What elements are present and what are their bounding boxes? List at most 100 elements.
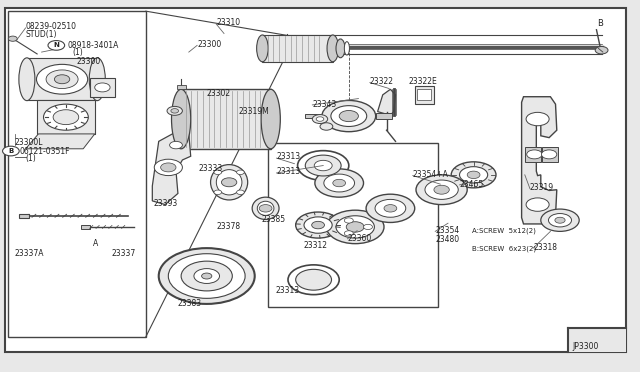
Circle shape: [541, 150, 557, 159]
Bar: [268, 143, 438, 307]
Circle shape: [316, 117, 324, 121]
Text: 23318: 23318: [533, 243, 557, 252]
Circle shape: [425, 180, 458, 199]
Circle shape: [237, 170, 244, 174]
Ellipse shape: [211, 165, 248, 200]
Circle shape: [44, 104, 88, 130]
Circle shape: [344, 218, 353, 223]
Circle shape: [53, 110, 79, 125]
Text: 23343: 23343: [312, 100, 337, 109]
Text: 08239-02510: 08239-02510: [26, 22, 77, 31]
Circle shape: [548, 214, 572, 227]
Ellipse shape: [252, 197, 279, 219]
Bar: [417, 89, 431, 100]
Circle shape: [304, 217, 332, 233]
Circle shape: [296, 269, 332, 290]
Text: 23319: 23319: [530, 183, 554, 192]
Text: 23465: 23465: [460, 180, 484, 189]
Circle shape: [214, 170, 221, 174]
Text: 06121-0351F: 06121-0351F: [19, 147, 70, 155]
Circle shape: [595, 46, 608, 54]
Text: JP3300: JP3300: [573, 342, 599, 351]
Text: B:SCREW  6x23(2): B:SCREW 6x23(2): [472, 246, 536, 253]
Bar: [181, 89, 271, 149]
Circle shape: [339, 110, 358, 122]
Circle shape: [3, 146, 19, 156]
Text: 23378: 23378: [216, 222, 241, 231]
Bar: [525, 147, 541, 162]
Circle shape: [170, 141, 182, 149]
Circle shape: [555, 217, 565, 223]
Circle shape: [336, 216, 374, 238]
Circle shape: [221, 178, 237, 187]
Polygon shape: [26, 134, 95, 149]
Ellipse shape: [19, 58, 35, 101]
Bar: [305, 114, 321, 118]
Ellipse shape: [172, 89, 191, 149]
Ellipse shape: [327, 35, 339, 62]
Bar: [376, 113, 392, 119]
Polygon shape: [152, 130, 191, 205]
Circle shape: [384, 205, 397, 212]
Circle shape: [375, 199, 406, 217]
Text: 23333: 23333: [198, 164, 223, 173]
Bar: [27, 58, 97, 100]
Circle shape: [324, 174, 355, 192]
Text: STUD(1): STUD(1): [26, 30, 57, 39]
Bar: [415, 86, 434, 104]
Circle shape: [346, 222, 364, 232]
Ellipse shape: [257, 35, 268, 62]
Circle shape: [259, 205, 272, 212]
Text: 23302: 23302: [207, 89, 231, 98]
Circle shape: [451, 162, 496, 188]
Circle shape: [161, 163, 176, 172]
Circle shape: [322, 100, 376, 132]
Ellipse shape: [344, 42, 349, 55]
Text: 23313: 23313: [275, 286, 300, 295]
Bar: [568, 328, 626, 352]
Circle shape: [296, 212, 340, 238]
Circle shape: [366, 194, 415, 222]
Text: 23480: 23480: [435, 235, 460, 244]
Text: 23300: 23300: [77, 57, 101, 66]
Circle shape: [154, 159, 182, 176]
Bar: [90, 78, 115, 97]
Circle shape: [159, 248, 255, 304]
Circle shape: [95, 83, 110, 92]
Text: 23310: 23310: [216, 18, 241, 27]
Circle shape: [312, 221, 324, 229]
Ellipse shape: [89, 58, 105, 101]
Polygon shape: [378, 89, 396, 115]
Text: 23337: 23337: [112, 249, 136, 258]
Circle shape: [171, 109, 179, 113]
Bar: [8, 11, 146, 337]
Circle shape: [312, 115, 328, 124]
Circle shape: [467, 171, 480, 179]
Text: A: A: [93, 239, 98, 248]
Circle shape: [527, 150, 542, 159]
Circle shape: [168, 254, 245, 298]
Bar: [37, 100, 95, 134]
Text: 23322: 23322: [370, 77, 394, 86]
Bar: [177, 85, 186, 89]
Circle shape: [331, 106, 367, 126]
Text: 23337A: 23337A: [14, 249, 44, 258]
Circle shape: [305, 155, 341, 176]
Ellipse shape: [216, 170, 242, 195]
Text: A:SCREW  5x12(2): A:SCREW 5x12(2): [472, 227, 536, 234]
Circle shape: [314, 160, 332, 171]
Text: 23383: 23383: [178, 299, 202, 308]
Text: N: N: [53, 42, 60, 48]
Bar: [81, 225, 90, 229]
Circle shape: [214, 190, 221, 195]
Bar: [19, 214, 29, 218]
Text: 23313: 23313: [276, 153, 301, 161]
Polygon shape: [37, 100, 95, 134]
Circle shape: [237, 190, 244, 195]
Text: 23385: 23385: [261, 215, 285, 224]
Circle shape: [434, 185, 449, 194]
Bar: [262, 35, 333, 62]
Circle shape: [344, 231, 353, 236]
Text: 23354: 23354: [435, 226, 460, 235]
Circle shape: [46, 70, 78, 89]
